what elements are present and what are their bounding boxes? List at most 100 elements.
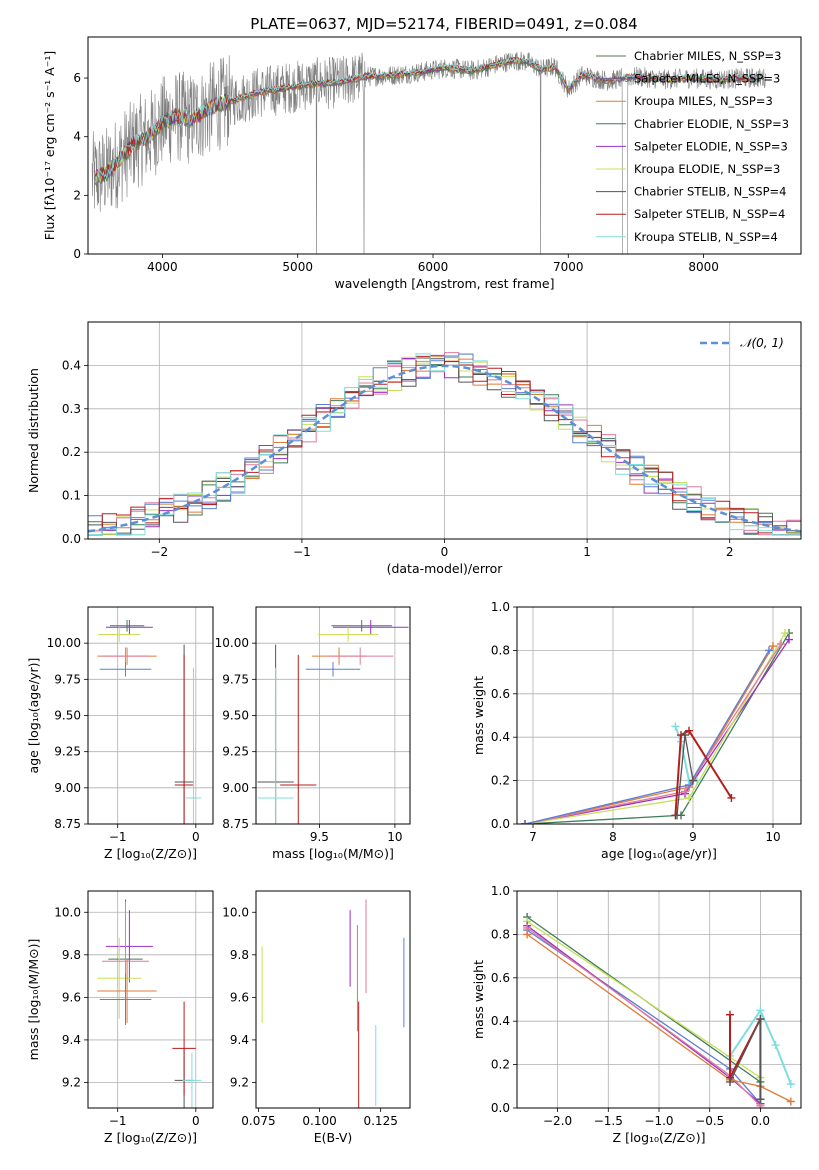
- plus-marker: [681, 731, 689, 740]
- histogram-step: [88, 353, 801, 536]
- y-tick-label: 0.6: [491, 971, 510, 985]
- panel-age_vs_mass: 9.5 10 8.75 9.00 9.25 9.50 9.75 10.00 mass [log₁…: [215, 606, 411, 861]
- x-tick-label: 0.075: [241, 1114, 275, 1128]
- y-tick-label: 2: [73, 188, 81, 202]
- axes-frame: [516, 606, 802, 825]
- x-tick-label: 10: [765, 830, 780, 844]
- data-point: [99, 661, 152, 677]
- y-tick-label: 9.75: [54, 672, 81, 686]
- plus-marker: [671, 722, 680, 731]
- x-axis-label: Z [log₁₀(Z/Z⊙)]: [104, 846, 197, 861]
- legend-entry: Chabrier STELIB, N_SSP=4: [634, 185, 786, 199]
- series-line: [526, 929, 761, 1105]
- x-axis-label: Z [log₁₀(Z/Z⊙)]: [613, 1130, 706, 1145]
- legend-entry: Kroupa MILES, N_SSP=3: [634, 94, 773, 108]
- plot-area: [91, 51, 767, 254]
- axes-frame: [87, 890, 214, 1109]
- data-point: [333, 620, 409, 635]
- axes-frame: [87, 36, 802, 255]
- data-point: [105, 910, 153, 983]
- x-tick-label: 4000: [147, 260, 178, 274]
- y-tick-label: 9.50: [54, 709, 81, 723]
- plus-marker: [523, 930, 532, 939]
- x-tick-label: −1: [109, 1114, 127, 1128]
- data-point: [280, 654, 317, 824]
- normal-curve: [88, 364, 801, 533]
- y-tick-label: 10.0: [222, 905, 249, 919]
- legend-entry: Salpeter STELIB, N_SSP=4: [634, 207, 785, 221]
- data-point: [326, 647, 394, 665]
- x-tick-label: −1: [109, 830, 127, 844]
- x-axis-label: (data-model)/error: [387, 561, 504, 576]
- plus-marker: [681, 787, 689, 796]
- y-tick-label: 0.6: [491, 687, 510, 701]
- spectrum-model-line: [94, 56, 764, 182]
- legend-entry: Chabrier MILES, N_SSP=3: [634, 49, 781, 63]
- series-line: [526, 920, 761, 1079]
- x-tick-label: 0: [192, 1114, 200, 1128]
- axes-frame: [255, 890, 411, 1109]
- x-tick-label: 1: [583, 545, 591, 559]
- y-tick-label: 0.8: [491, 927, 510, 941]
- y-tick-label: 0.2: [491, 1058, 510, 1072]
- panel-age_vs_Z: −1 0 8.75 9.00 9.25 9.50 9.75 10.00 Z [log₁₀(Z/Z…: [26, 606, 214, 861]
- plus-marker: [726, 1077, 734, 1086]
- legend: Chabrier MILES, N_SSP=3 Salpeter MILES, N…: [596, 49, 789, 244]
- y-tick-label: 0.0: [62, 532, 81, 546]
- y-tick-label: 9.6: [62, 990, 81, 1004]
- plus-marker: [769, 642, 777, 651]
- plus-marker: [771, 1041, 780, 1050]
- legend: 𝒩(0, 1): [700, 336, 784, 350]
- y-tick-label: 9.2: [230, 1075, 249, 1089]
- x-tick-label: 9: [689, 830, 697, 844]
- series-line: [524, 643, 782, 824]
- y-tick-label: 0.0: [491, 817, 510, 831]
- y-axis-label: mass weight: [471, 960, 486, 1039]
- plus-marker: [786, 1080, 795, 1089]
- x-tick-label: 8000: [688, 260, 719, 274]
- y-tick-label: 10.0: [54, 905, 81, 919]
- y-tick-label: 0.8: [491, 643, 510, 657]
- data-point: [185, 667, 202, 824]
- y-tick-label: 9.4: [230, 1033, 249, 1047]
- x-tick-label: −1.0: [644, 1114, 673, 1128]
- x-tick-label: −1: [293, 545, 311, 559]
- plus-marker: [781, 629, 789, 638]
- plus-marker: [673, 811, 681, 820]
- x-axis-label: mass [log₁₀(M/M⊙)]: [272, 846, 394, 861]
- y-tick-label: 9.50: [222, 709, 249, 723]
- data-point: [331, 620, 392, 632]
- plus-marker: [689, 776, 697, 785]
- axes-frame: [87, 606, 214, 825]
- data-point: [305, 661, 361, 677]
- y-tick-label: 1.0: [491, 884, 510, 898]
- legend-entry: Kroupa ELODIE, N_SSP=3: [634, 162, 780, 176]
- data-point: [97, 937, 142, 1019]
- x-tick-label: 2: [726, 545, 734, 559]
- x-axis-label: wavelength [Angstrom, rest frame]: [334, 276, 554, 291]
- x-tick-label: 9.5: [310, 830, 329, 844]
- y-tick-label: 9.75: [222, 672, 249, 686]
- y-tick-label: 0.1: [62, 489, 81, 503]
- panel-spectrum: 4000 5000 6000 7000 8000 0 2 4 6 wavelength [Angs…: [42, 36, 802, 291]
- plus-marker: [521, 820, 529, 824]
- figure-title: PLATE=0637, MJD=52174, FIBERID=0491, z=0…: [250, 15, 637, 33]
- plus-marker: [756, 1006, 765, 1015]
- plot-area: [256, 607, 410, 824]
- data-point: [317, 627, 379, 642]
- y-axis-label: age [log₁₀(age/yr)]: [26, 658, 41, 774]
- plus-marker: [765, 646, 773, 655]
- x-tick-label: 8: [609, 830, 617, 844]
- plus-marker: [777, 639, 785, 648]
- x-tick-label: 0: [441, 545, 449, 559]
- panel-weight_vs_age: 7 8 9 10 0.0 0.2 0.4 0.6 0.8 1.0 age [log₁₀(age/yr…: [471, 600, 802, 861]
- plus-marker: [685, 793, 693, 802]
- data-point: [257, 667, 294, 824]
- series-line: [729, 1008, 792, 1085]
- series-line: [524, 645, 774, 824]
- x-tick-label: 7000: [553, 260, 584, 274]
- data-point: [174, 654, 194, 824]
- x-tick-label: 0.100: [302, 1114, 336, 1128]
- y-axis-label: Normed distribution: [26, 368, 41, 493]
- series-line: [524, 639, 790, 824]
